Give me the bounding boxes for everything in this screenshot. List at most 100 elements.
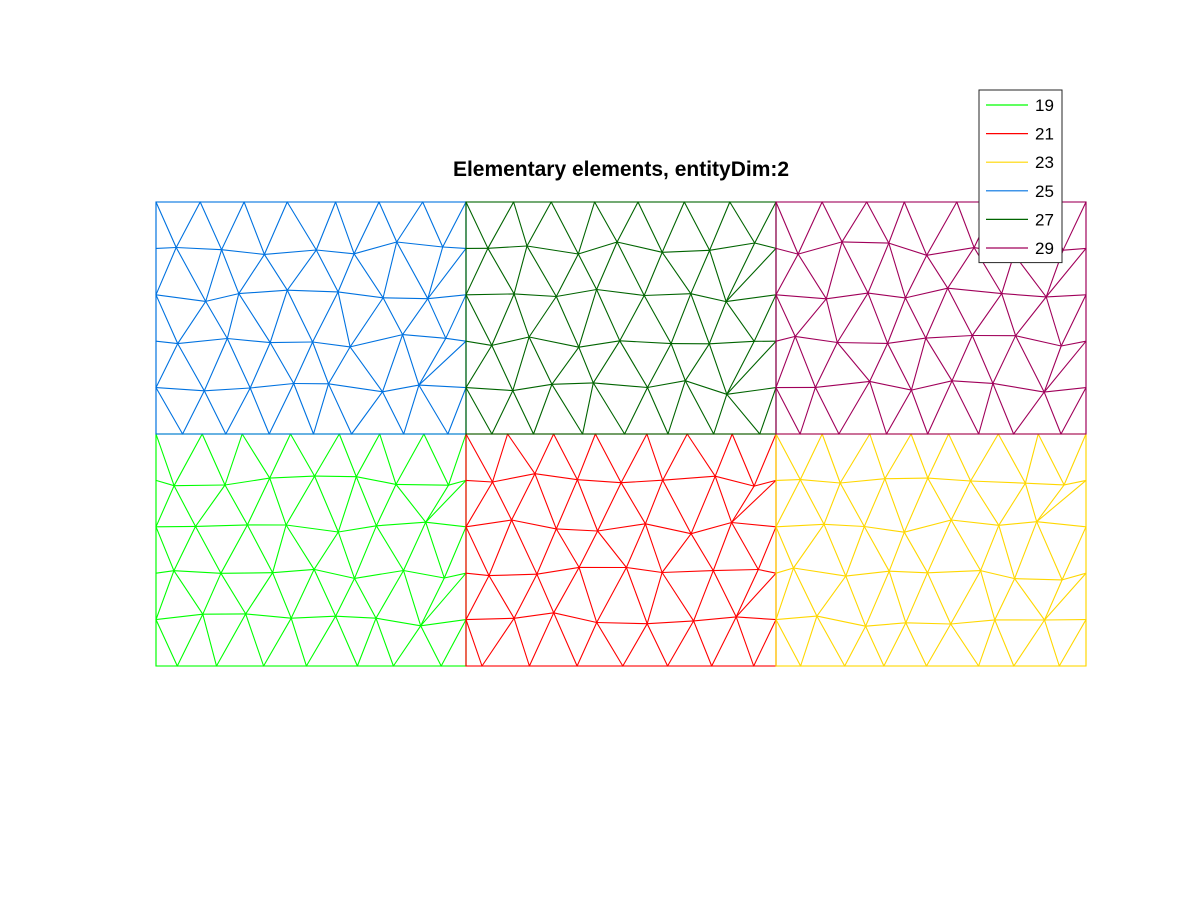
mesh-edge [775,479,801,481]
mesh-edge [845,575,867,627]
mesh-edge [205,293,240,302]
mesh-edge [175,246,207,302]
mesh-edge [155,201,177,249]
mesh-edge [994,619,1015,667]
mesh-edge [155,526,175,572]
mesh-edge [337,476,357,533]
mesh-edge [596,621,648,625]
mesh-edge [202,613,218,667]
mesh-edge [998,524,1016,580]
mesh-edge [534,473,578,481]
mesh-edge [465,575,490,621]
mesh-edge [1036,484,1065,523]
mesh-edge [313,531,339,570]
mesh-edge [221,201,245,251]
mesh-edge [869,342,889,382]
mesh-edge [418,384,449,435]
mesh-edge [381,391,405,435]
mesh-edge [1015,296,1047,337]
mesh-edge [1060,387,1087,435]
mesh-edge [683,201,711,251]
mesh-edge [447,387,467,435]
mesh-edge [951,380,980,435]
mesh-edge [725,242,756,303]
mesh-edge [670,343,686,382]
mesh-edge [597,482,622,532]
mesh-edge [238,289,288,295]
mesh-edge [201,433,226,486]
mesh-edge [1060,340,1087,347]
mesh-edge [757,568,777,574]
mesh-edge [220,572,274,574]
mesh-edge [684,380,715,435]
mesh-edge [947,287,1003,295]
mesh-edge [155,570,175,574]
mesh-edge [714,475,733,524]
mesh-edge [1001,293,1047,298]
mesh-edge [690,533,714,572]
mesh-edge [713,393,728,435]
mesh-edge [465,526,490,577]
mesh-edge [947,247,975,289]
mesh-edge [867,242,890,294]
mesh-edge [869,380,912,391]
mesh-edge [646,433,664,481]
mesh-edge [1037,433,1065,486]
mesh-edge [443,572,467,579]
mesh-edge [402,334,420,386]
mesh-edge [925,334,973,339]
mesh-edge [592,340,621,384]
mesh-edge [670,293,692,345]
mesh-edge [263,201,288,255]
mesh-edge [925,287,949,339]
mesh-edge [637,201,663,253]
mesh-edge [445,337,467,342]
mesh-edge [465,201,489,249]
mesh-edge [534,473,557,530]
mesh-edge [315,249,355,255]
mesh-edge [816,615,846,667]
mesh-edge [1043,579,1063,621]
mesh-edge [735,568,759,618]
mesh-edge [904,287,949,299]
mesh-edge [792,567,847,577]
mesh-edge [775,479,801,528]
mesh-edge [596,288,645,297]
mesh-edge [511,473,536,521]
mesh-edge [839,482,865,528]
mesh-edge [269,477,287,526]
mesh-edge [998,482,1026,526]
mesh-edge [220,572,247,615]
mesh-edge [1014,578,1063,581]
mesh-edge [241,433,271,479]
mesh-edge [378,201,398,243]
mesh-edge [625,523,646,569]
mesh-edge [731,521,777,528]
mesh-edge [488,575,515,619]
mesh-edge [402,298,429,336]
mesh-edge [690,475,716,535]
mesh-edge [925,623,952,667]
mesh-edge [327,383,384,393]
mesh-edge [980,570,996,621]
mesh-edge [596,288,621,342]
mesh-edge [327,383,353,435]
mesh-edge [950,623,980,667]
mesh-edge [644,523,663,574]
mesh-edge [403,384,420,435]
mesh-edge [420,619,467,627]
mesh-edge [465,294,493,346]
mesh-edge [313,568,337,617]
mesh-edge [351,391,384,435]
mesh-edge [465,617,515,621]
mesh-edge [643,251,663,297]
mesh-edge [290,615,337,619]
mesh-edge [305,615,337,667]
mesh-edge [816,615,867,627]
mesh-edge [594,433,622,484]
mesh-edge [690,249,711,295]
mesh-edge [951,380,994,384]
mesh-edge [731,485,755,524]
mesh-edge [884,433,912,480]
mesh-edge [759,387,777,435]
